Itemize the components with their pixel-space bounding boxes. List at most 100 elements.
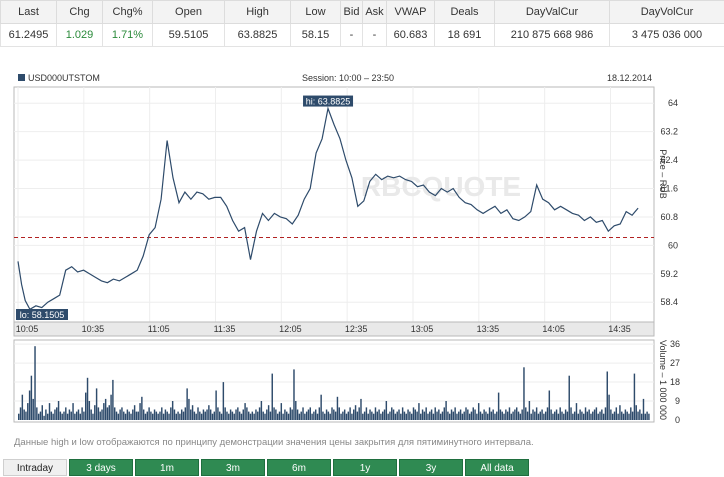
- volume-bar: [222, 382, 225, 420]
- volume-bar: [104, 398, 107, 420]
- volume-bar: [41, 405, 43, 420]
- volume-bar: [503, 413, 505, 420]
- volume-bar: [200, 413, 203, 420]
- volume-bar: [275, 409, 277, 420]
- volume-bar: [269, 411, 272, 420]
- volume-bar: [61, 413, 63, 420]
- tab-intraday[interactable]: Intraday: [3, 459, 67, 476]
- volume-bar: [568, 375, 570, 420]
- volume-bar: [577, 413, 580, 420]
- volume-bar: [579, 409, 581, 420]
- tab-6m[interactable]: 6m: [267, 459, 331, 476]
- volume-bar: [231, 411, 234, 420]
- volume-bar: [554, 411, 556, 420]
- volume-bar: [217, 407, 219, 420]
- volume-bar: [206, 409, 208, 420]
- volume-bar: [615, 407, 618, 420]
- x-tick-label: 13:35: [477, 324, 500, 334]
- volume-bar: [260, 401, 263, 420]
- volume-bar: [327, 411, 330, 420]
- volume-bar: [548, 390, 551, 420]
- x-axis-strip: [13, 321, 655, 337]
- tab-3-days[interactable]: 3 days: [69, 459, 133, 476]
- value-last: 61.2495: [0, 23, 57, 47]
- volume-bar: [456, 413, 458, 420]
- volume-bar: [490, 411, 493, 420]
- volume-bar: [541, 409, 543, 420]
- volume-bar: [99, 411, 101, 420]
- volume-bar: [543, 413, 545, 420]
- volume-bar: [356, 411, 359, 420]
- volume-bar: [59, 411, 62, 420]
- volume-bar: [52, 413, 54, 420]
- header-chg-pct: Chg%: [102, 0, 153, 24]
- volume-bar: [412, 407, 415, 420]
- volume-bar: [626, 411, 628, 420]
- value-chg-pct: 1.71%: [102, 23, 153, 47]
- value-dayvolcur: 3 475 036 000: [609, 23, 724, 47]
- volume-bar: [191, 405, 194, 420]
- header-vwap: VWAP: [386, 0, 435, 24]
- volume-bar: [50, 411, 53, 420]
- volume-bar: [302, 407, 304, 420]
- x-tick-label: 10:05: [16, 324, 39, 334]
- volume-bar: [599, 411, 601, 420]
- volume-bar: [126, 409, 129, 420]
- tab-3m[interactable]: 3m: [201, 459, 265, 476]
- price-y-ticks: 64 63.2 62.4 61.6 60.8 60 59.2 58.4: [660, 98, 678, 307]
- volume-bars: [18, 346, 650, 420]
- volume-bar: [405, 413, 407, 420]
- volume-y-tick-label: 27: [670, 358, 680, 368]
- volume-bar: [592, 411, 594, 420]
- volume-bar: [280, 403, 283, 420]
- volume-bar: [166, 411, 168, 420]
- volume-bar: [342, 411, 344, 420]
- volume-bar: [139, 403, 141, 420]
- volume-bar: [398, 409, 400, 420]
- volume-bar: [463, 411, 465, 420]
- tab-1y[interactable]: 1y: [333, 459, 397, 476]
- tab-1m[interactable]: 1m: [135, 459, 199, 476]
- value-low: 58.15: [290, 23, 341, 47]
- tab-3y[interactable]: 3y: [399, 459, 463, 476]
- volume-bar: [501, 411, 503, 420]
- volume-bar: [374, 407, 377, 420]
- volume-bar: [517, 411, 520, 420]
- volume-bar: [45, 409, 47, 420]
- volume-bar: [465, 407, 467, 420]
- volume-bar: [610, 409, 612, 420]
- volume-bar: [202, 409, 205, 420]
- volume-bar: [563, 413, 565, 420]
- volume-bar: [470, 411, 473, 420]
- price-gridlines: [14, 87, 654, 322]
- volume-bar: [601, 409, 603, 420]
- volume-bar: [229, 409, 232, 420]
- volume-bar: [184, 407, 187, 420]
- volume-bar: [296, 409, 299, 420]
- volume-bar: [30, 375, 33, 420]
- lo-tag-label: lo: 58.1505: [20, 310, 65, 320]
- volume-bar: [400, 413, 402, 420]
- volume-bar: [512, 411, 514, 420]
- header-open: Open: [152, 0, 225, 24]
- volume-bar: [117, 413, 120, 420]
- volume-bar: [108, 405, 110, 420]
- price-y-tick-label: 62.4: [660, 155, 678, 165]
- volume-bar: [266, 409, 268, 420]
- volume-bar: [557, 413, 560, 420]
- volume-bar: [604, 407, 607, 420]
- volume-bar: [219, 411, 221, 420]
- volume-bar: [588, 409, 590, 420]
- volume-bar: [220, 413, 223, 420]
- volume-bar: [595, 407, 598, 420]
- volume-bar: [535, 407, 538, 420]
- volume-bar: [56, 407, 58, 420]
- volume-bar: [532, 409, 534, 420]
- volume-bar: [573, 411, 576, 420]
- tab-all-data[interactable]: All data: [465, 459, 529, 476]
- volume-bar: [77, 409, 80, 420]
- header-dayvalcur: DayValCur: [494, 0, 610, 24]
- volume-bar: [445, 401, 447, 420]
- volume-bar: [182, 411, 185, 420]
- volume-bar: [193, 411, 196, 420]
